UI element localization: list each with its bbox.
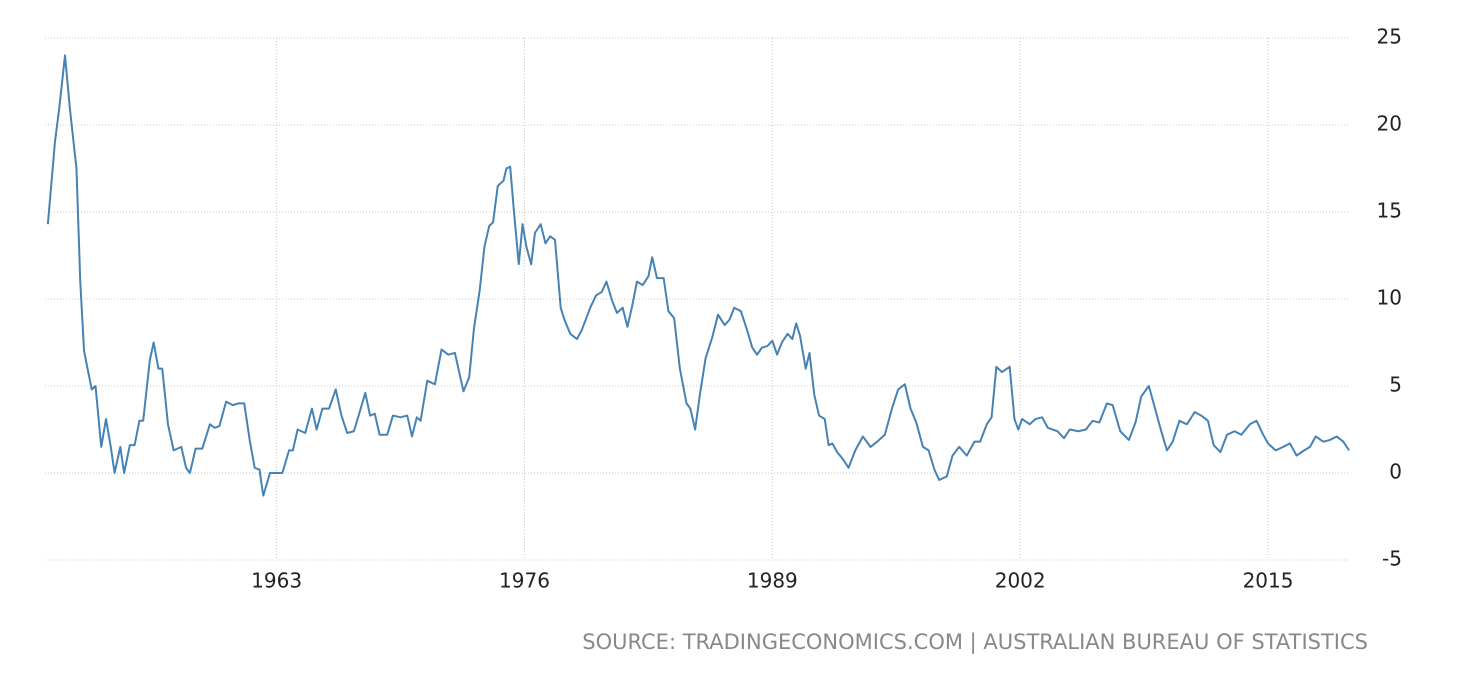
x-tick-label: 2015 (1243, 569, 1294, 593)
y-tick-label: 15 (1377, 199, 1402, 223)
y-tick-label: 20 (1377, 112, 1402, 136)
x-tick-label: 2002 (995, 569, 1046, 593)
y-tick-label: 5 (1389, 373, 1402, 397)
y-tick-label: 25 (1377, 25, 1402, 49)
x-tick-label: 1976 (499, 569, 550, 593)
data-line (46, 54, 1350, 497)
y-tick-label: -5 (1382, 547, 1402, 571)
y-tick-label: 10 (1377, 286, 1402, 310)
source-note: SOURCE: TRADINGECONOMICS.COM | AUSTRALIA… (582, 630, 1368, 655)
y-tick-label: 0 (1389, 460, 1402, 484)
x-tick-label: 1963 (251, 569, 302, 593)
x-tick-label: 1989 (747, 569, 798, 593)
